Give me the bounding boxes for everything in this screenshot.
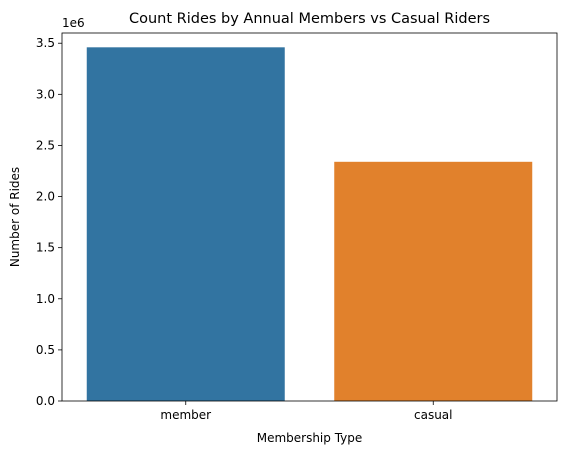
y-tick-label: 2.0 — [36, 190, 55, 204]
y-axis-label: Number of Rides — [8, 167, 22, 267]
bar-casual — [334, 161, 533, 401]
y-tick-label: 2.5 — [36, 138, 55, 152]
plot-frame — [61, 32, 558, 402]
y-axis-ticks: 0.0 0.5 1.0 1.5 2.0 2.5 3.0 3.5 — [36, 36, 62, 408]
x-axis-ticks: member casual — [160, 401, 453, 422]
bar-member — [86, 47, 285, 402]
y-tick-label: 0.0 — [36, 394, 55, 408]
y-axis-offset-label: 1e6 — [62, 16, 85, 30]
x-tick-label: casual — [414, 408, 453, 422]
x-axis-label: Membership Type — [257, 431, 363, 445]
y-tick-label: 3.0 — [36, 87, 55, 101]
y-tick-label: 1.0 — [36, 292, 55, 306]
y-tick-label: 1.5 — [36, 241, 55, 255]
chart-title: Count Rides by Annual Members vs Casual … — [129, 11, 490, 27]
bars-layer — [86, 47, 533, 402]
x-tick-label: member — [160, 408, 211, 422]
y-tick-label: 0.5 — [36, 343, 55, 357]
y-tick-label: 3.5 — [36, 36, 55, 50]
